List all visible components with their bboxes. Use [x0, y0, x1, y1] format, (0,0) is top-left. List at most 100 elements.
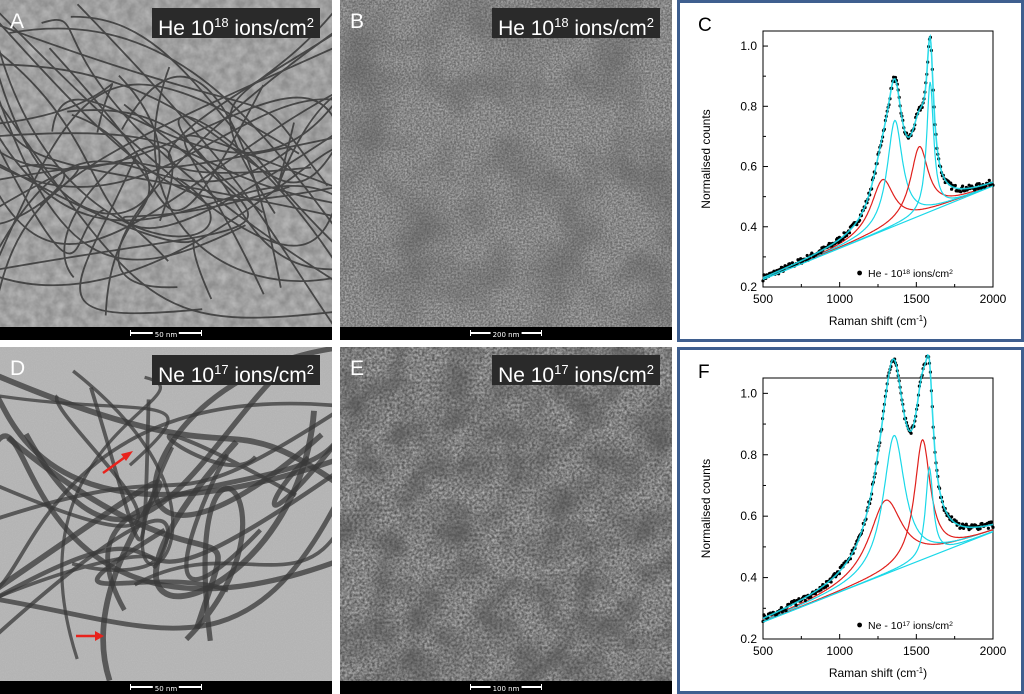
data-point [986, 526, 990, 530]
data-point [784, 609, 788, 613]
nanotube-strand [0, 433, 332, 592]
legend-marker [857, 622, 862, 628]
nanotube-strand [41, 18, 332, 281]
x-tick-label: 500 [753, 644, 773, 658]
x-tick-label: 500 [753, 292, 773, 306]
nanotube-strand [0, 373, 332, 484]
nanotube-strand [0, 12, 332, 247]
nanotube-strand [166, 433, 297, 497]
nanotube-strand [167, 34, 332, 174]
nanotube-strand [229, 12, 332, 214]
x-axis-label: Raman shift (cm-1) [829, 314, 927, 329]
nanotube-strand [0, 395, 332, 497]
y-tick-label: 0.2 [740, 280, 757, 294]
y-tick-label: 0.8 [740, 99, 757, 113]
x-tick-label: 1000 [826, 292, 853, 306]
data-point [950, 515, 954, 519]
data-point [803, 598, 807, 603]
nanotube-strand [133, 536, 332, 587]
nanotube-strand [70, 15, 332, 243]
tem-panel-a: A He 1018 ions/cm2 50 nm [0, 0, 332, 340]
baseline-curve [762, 185, 994, 281]
nanotube-strand [0, 63, 332, 184]
nanotube-strand [0, 518, 170, 635]
nanotube-strand [60, 375, 162, 660]
nanotube-strand [0, 394, 170, 467]
y-tick-label: 0.4 [740, 571, 757, 585]
nanotube-strand [0, 83, 114, 133]
nanotube-strand [121, 75, 282, 288]
scale-bar-b: 200 nm [340, 327, 672, 340]
data-point [797, 597, 801, 601]
nanotube-strand [0, 148, 105, 255]
y-axis-label: Normalised counts [699, 459, 713, 558]
nanotube-strand [0, 137, 332, 181]
nanotube-strand [0, 148, 332, 287]
panel-letter-b: B [350, 10, 365, 33]
y-axis-label: Normalised counts [699, 109, 713, 208]
nanotube-strand [0, 103, 249, 271]
total-fit-curve [762, 33, 994, 279]
panel-letter-a: A [10, 10, 25, 33]
dose-label-d: Ne 1017 ions/cm2 [152, 355, 320, 387]
x-tick-label: 1500 [903, 292, 930, 306]
nanotube-strand [0, 412, 332, 520]
nanotube-strand [79, 152, 203, 315]
data-point [953, 183, 957, 188]
nanotube-strand [0, 132, 332, 204]
data-point [976, 186, 980, 191]
tem-image-e [340, 347, 672, 694]
raman-chart-c-svg: C 500 1000 1500 2000 0.2 0.4 0.6 0.8 1.0 Raman shi… [698, 15, 1007, 329]
data-point [978, 527, 982, 531]
x-axis-label: Raman shift (cm-1) [829, 666, 927, 681]
nanotube-strand [117, 32, 332, 289]
dose-label-a: He 1018 ions/cm2 [152, 8, 320, 40]
nanotube-strand [51, 98, 332, 154]
data-point [989, 520, 993, 524]
x-tick-label: 1500 [903, 644, 930, 658]
y-tick-label: 0.6 [740, 509, 757, 523]
tem-panel-e: E Ne 1017 ions/cm2 100 nm [340, 347, 672, 694]
raman-chart-f: F 500 1000 1500 2000 0.2 0.4 0.6 0.8 1.0 Raman shi… [677, 347, 1024, 694]
panel-letter-f: F [698, 362, 710, 383]
nanotube-strand [89, 386, 151, 542]
y-tick-label: 0.2 [740, 632, 757, 646]
legend-marker [857, 270, 862, 276]
nanotube-strand [67, 109, 332, 271]
nanotube-strand [0, 96, 332, 170]
tem-image-d [0, 347, 332, 694]
data-point [825, 584, 829, 588]
data-point [991, 525, 995, 529]
tem-image-b [340, 0, 672, 340]
panel-letter-c: C [698, 15, 712, 36]
tem-panel-d: D Ne 1017 ions/cm2 50 nm [0, 347, 332, 694]
x-tick-label: 2000 [980, 644, 1007, 658]
data-point [779, 606, 783, 610]
panel-letter-e: E [350, 357, 365, 380]
y-tick-label: 1.0 [740, 39, 757, 53]
dose-label-b: He 1018 ions/cm2 [492, 8, 660, 40]
scale-bar-a: 50 nm [0, 327, 332, 340]
data-point [987, 178, 991, 182]
y-tick-label: 0.8 [740, 448, 757, 462]
data-point [954, 519, 958, 523]
nanotube-strand [76, 3, 332, 325]
nanotube-strand [63, 145, 174, 278]
nanotube-strand [0, 505, 332, 631]
data-point [813, 592, 817, 596]
legend-label: Ne - 1017 ions/cm2 [868, 620, 953, 632]
data-point [790, 261, 794, 265]
baseline-curve [762, 531, 994, 623]
nanotube-strand [0, 473, 332, 599]
nanotube-strand [0, 83, 300, 257]
data-point [761, 279, 765, 283]
y-tick-label: 0.6 [740, 160, 757, 174]
red-arrow-upper [102, 451, 133, 475]
data-point [959, 190, 963, 194]
data-point [788, 262, 792, 266]
nanotube-strand [0, 147, 292, 249]
data-point [794, 603, 798, 607]
data-point [909, 431, 913, 435]
nanotube-strand [9, 27, 332, 225]
fit-component-4 [762, 81, 994, 280]
